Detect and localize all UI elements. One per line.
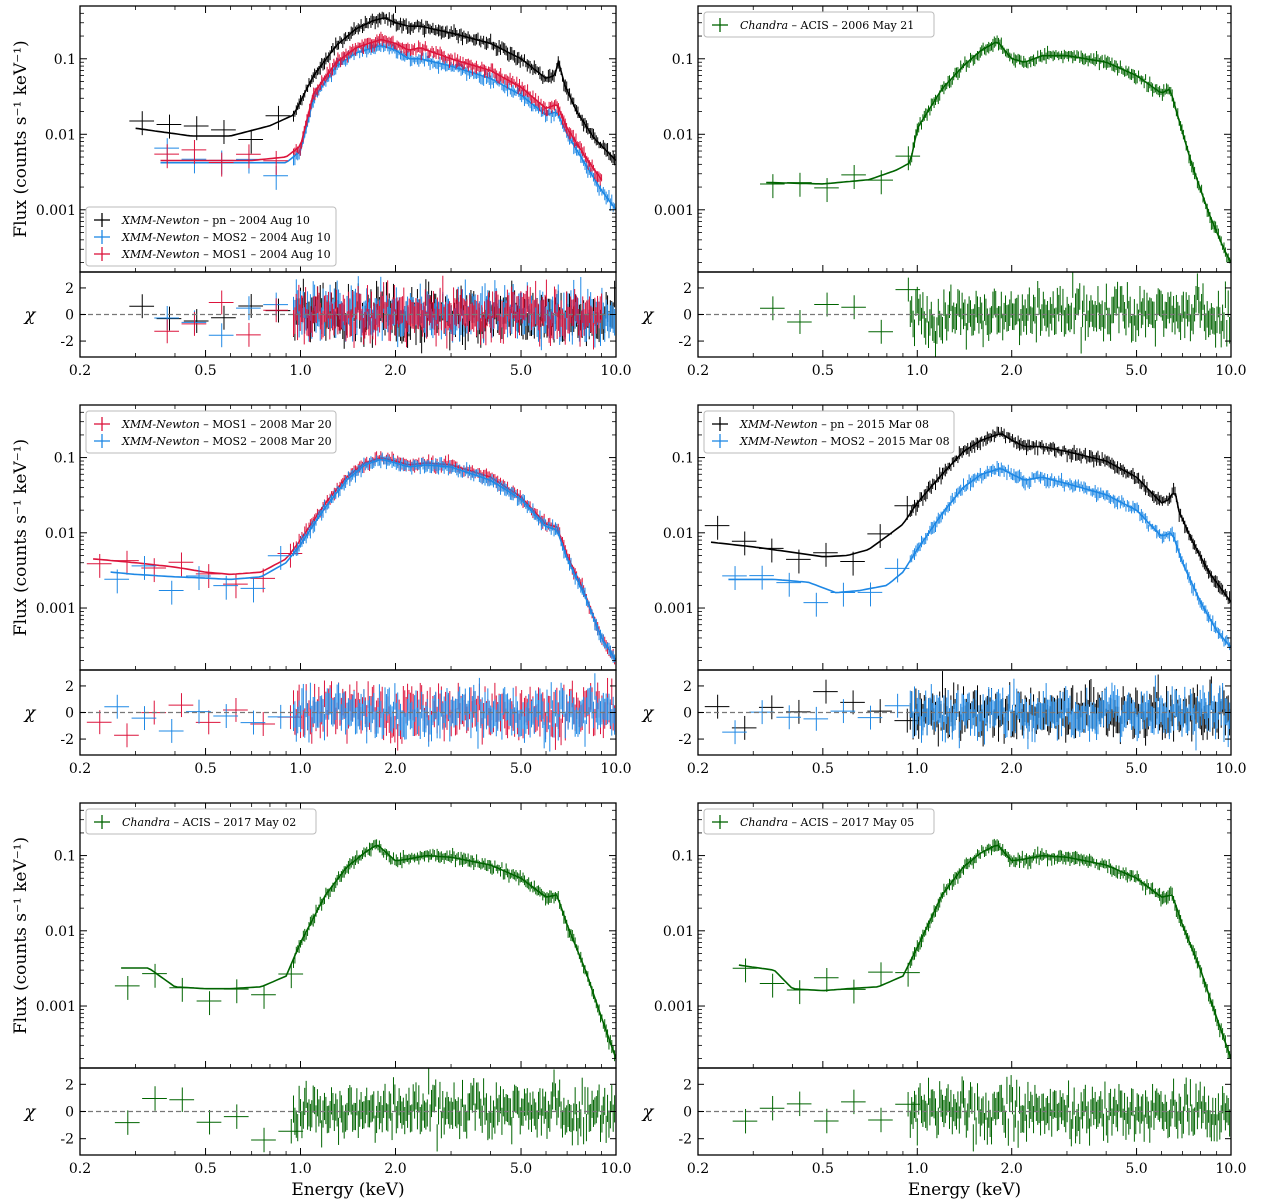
- chart-panel-1: 0.1 0.01 0.001 2 0 -2 0.2 0.5 1.0 2.0 5.0 10.0 Flux …: [11, 5, 632, 379]
- resid-y-tick-label: -2: [678, 334, 692, 350]
- y-tick-label: 0.001: [654, 203, 694, 219]
- x-tick-label: 5.0: [1125, 761, 1147, 777]
- x-tick-label: 2.0: [1001, 761, 1023, 777]
- y-tick-label: 0.01: [663, 526, 694, 542]
- model-line-mos1: [93, 457, 616, 662]
- legend-entry: XMM-Newton – pn – 2004 Aug 10: [121, 214, 310, 227]
- model-line-chandra: [766, 41, 1231, 263]
- x-tick-label: 2.0: [1001, 363, 1023, 379]
- y-tick-label: 0.01: [45, 127, 76, 143]
- y-tick-label: 0.001: [654, 601, 694, 617]
- spectrum-data: [114, 839, 616, 1066]
- legend-entry: Chandra – ACIS – 2006 May 21: [740, 19, 914, 32]
- y-tick-label: 0.1: [672, 52, 694, 68]
- resid-y-tick-label: -2: [678, 732, 692, 748]
- y-tick-label: 0.1: [54, 849, 76, 865]
- y-axis-label: Flux (counts s⁻¹ keV⁻¹): [11, 40, 31, 237]
- legend-entry: XMM-Newton – MOS1 – 2004 Aug 10: [121, 248, 331, 261]
- model-line-mos2: [160, 45, 616, 211]
- x-tick-label: 0.5: [812, 363, 834, 379]
- x-tick-label: 0.2: [687, 363, 709, 379]
- x-tick-label: 10.0: [1215, 363, 1246, 379]
- legend-box: [703, 410, 955, 454]
- spectrum-data: [129, 11, 616, 214]
- x-tick-label: 5.0: [510, 363, 532, 379]
- legend: XMM-Newton – pn – 2004 Aug 10 XMM-Newton …: [85, 206, 337, 267]
- residual-axis-label: χ: [641, 703, 655, 724]
- x-tick-label: 1.0: [289, 761, 311, 777]
- legend-entry: XMM-Newton – MOS1 – 2008 Mar 20: [121, 418, 332, 431]
- spectrum-data: [704, 426, 1231, 651]
- y-axis-label-hidden: Flux (counts s⁻¹ keV⁻¹): [631, 439, 651, 636]
- y-tick-label: 0.001: [36, 601, 76, 617]
- y-tick-label: 0.001: [36, 203, 76, 219]
- legend-box: [85, 206, 337, 267]
- residual-data: [129, 275, 616, 354]
- legend-entry: XMM-Newton – MOS2 – 2008 Mar 20: [121, 435, 332, 448]
- x-tick-label: 0.2: [69, 761, 91, 777]
- x-tick-label: 5.0: [1125, 363, 1147, 379]
- spectrum-frame: [79, 802, 617, 1069]
- resid-y-tick-label: 0: [65, 308, 74, 324]
- x-tick-label: 0.5: [194, 363, 216, 379]
- y-tick-label: 0.01: [45, 526, 76, 542]
- model-line-mos2: [110, 458, 616, 662]
- x-tick-label: 0.2: [69, 363, 91, 379]
- x-tick-label: 10.0: [600, 761, 631, 777]
- legend: Chandra – ACIS – 2006 May 21: [703, 11, 935, 38]
- spectrum-data: [86, 451, 616, 669]
- legend-entry: XMM-Newton – MOS2 – 2004 Aug 10: [121, 231, 331, 244]
- y-tick-label: 0.01: [663, 127, 694, 143]
- chart-panel-4: 0.1 0.01 0.001 2 0 -2 0.2 0.5 1.0 2.0 5.0 10.0 Flux …: [631, 404, 1247, 777]
- x-tick-label: 1.0: [906, 363, 928, 379]
- residual-axis-label: χ: [23, 305, 37, 326]
- y-axis-label-hidden: Flux (counts s⁻¹ keV⁻¹): [631, 40, 651, 237]
- x-tick-label: 0.5: [812, 761, 834, 777]
- residual-data: [86, 673, 616, 752]
- y-tick-label: 0.01: [45, 924, 76, 940]
- y-tick-label: 0.1: [54, 52, 76, 68]
- resid-y-tick-label: -2: [60, 334, 74, 350]
- resid-y-tick-label: 2: [683, 281, 692, 297]
- x-tick-label: 10.0: [600, 363, 631, 379]
- residual-axis-label: χ: [23, 703, 37, 724]
- model-line-chandra: [121, 844, 616, 1059]
- legend-entry: XMM-Newton – pn – 2015 Mar 08: [739, 418, 929, 431]
- x-tick-label: 0.5: [194, 761, 216, 777]
- residual-data: [704, 671, 1231, 751]
- resid-y-tick-label: 2: [65, 679, 74, 695]
- x-tick-label: 0.2: [687, 761, 709, 777]
- chart-panel-2: 0.1 0.01 0.001 2 0 -2 0.2 0.5 1.0 2.0 5.0 10.0 Flux …: [631, 5, 1247, 379]
- x-tick-label: 10.0: [1215, 761, 1246, 777]
- x-tick-label: 5.0: [510, 761, 532, 777]
- spectrum-data: [760, 35, 1231, 268]
- resid-y-tick-label: 0: [683, 706, 692, 722]
- resid-y-tick-label: 2: [683, 679, 692, 695]
- resid-y-tick-label: -2: [60, 732, 74, 748]
- spectrum-frame: [697, 5, 1232, 273]
- legend: XMM-Newton – MOS1 – 2008 Mar 20 XMM-Newto…: [85, 410, 337, 454]
- x-tick-label: 2.0: [384, 363, 406, 379]
- y-axis-label: Flux (counts s⁻¹ keV⁻¹): [11, 439, 31, 636]
- legend: XMM-Newton – pn – 2015 Mar 08 XMM-Newton …: [703, 410, 955, 454]
- x-tick-label: 1.0: [289, 363, 311, 379]
- resid-y-tick-label: 0: [683, 308, 692, 324]
- residual-data: [114, 1068, 616, 1153]
- resid-y-tick-label: 0: [65, 706, 74, 722]
- legend-box: [703, 11, 935, 38]
- x-tick-label: 1.0: [906, 761, 928, 777]
- legend-box: [85, 410, 337, 454]
- residual-data: [760, 272, 1231, 357]
- y-tick-label: 0.1: [54, 451, 76, 467]
- y-tick-label: 0.1: [672, 451, 694, 467]
- legend-entry: XMM-Newton – MOS2 – 2015 Mar 08: [739, 435, 950, 448]
- chart-panel-3: 0.1 0.01 0.001 2 0 -2 0.2 0.5 1.0 2.0 5.0 10.0 Flux …: [11, 404, 632, 777]
- x-tick-label: 2.0: [384, 761, 406, 777]
- residual-axis-label: χ: [641, 305, 655, 326]
- resid-y-tick-label: 2: [65, 281, 74, 297]
